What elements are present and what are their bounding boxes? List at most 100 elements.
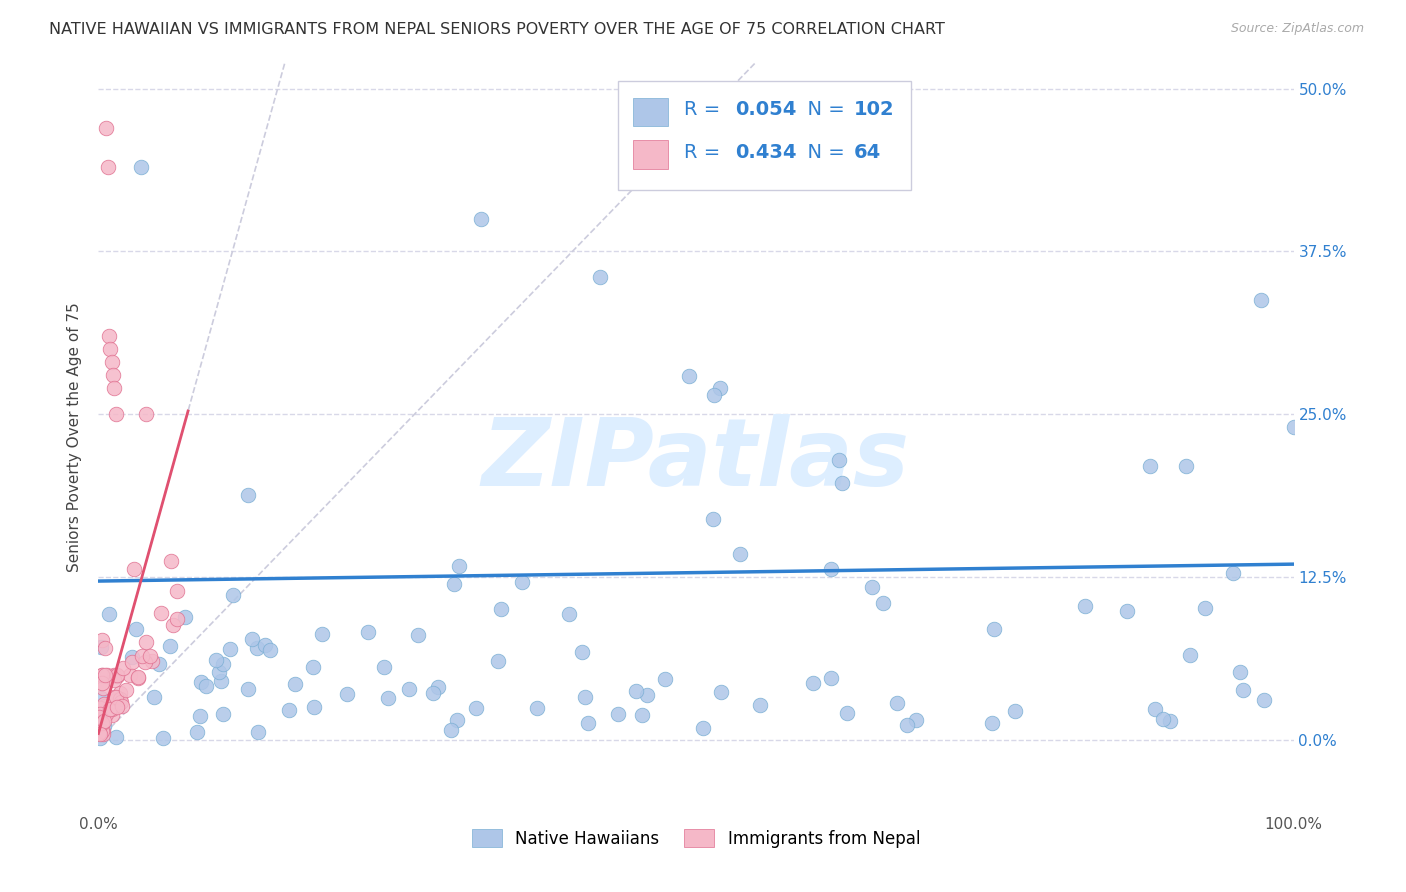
Point bbox=[141, 654, 163, 668]
Point bbox=[980, 715, 1002, 730]
Point bbox=[278, 703, 301, 717]
Point bbox=[486, 654, 509, 668]
Point bbox=[121, 649, 143, 664]
Point bbox=[678, 368, 700, 383]
Point bbox=[373, 660, 395, 674]
Point bbox=[91, 716, 114, 731]
Point bbox=[90, 723, 112, 738]
Point bbox=[709, 381, 731, 395]
Point bbox=[101, 708, 124, 723]
Point bbox=[710, 685, 733, 699]
Point bbox=[162, 618, 184, 632]
Text: N =: N = bbox=[796, 143, 851, 161]
Point bbox=[115, 683, 138, 698]
Point bbox=[576, 716, 599, 731]
Point bbox=[422, 686, 444, 700]
Point bbox=[526, 701, 548, 715]
Point bbox=[135, 635, 157, 649]
Point bbox=[89, 700, 111, 714]
Point bbox=[94, 668, 117, 682]
Point bbox=[89, 707, 111, 722]
Point bbox=[190, 675, 212, 690]
Point bbox=[236, 488, 259, 502]
Text: 102: 102 bbox=[853, 100, 894, 120]
Point bbox=[101, 702, 124, 716]
Point bbox=[159, 553, 181, 567]
Point bbox=[631, 708, 654, 723]
Point bbox=[212, 657, 235, 671]
Point bbox=[284, 677, 307, 691]
Point bbox=[512, 574, 534, 589]
Point bbox=[464, 700, 486, 714]
Point bbox=[87, 725, 110, 739]
Point bbox=[1232, 683, 1254, 698]
Point bbox=[127, 671, 149, 685]
Point bbox=[93, 714, 115, 728]
Point bbox=[1152, 712, 1174, 726]
Point bbox=[105, 668, 128, 682]
FancyBboxPatch shape bbox=[633, 140, 668, 169]
Point bbox=[98, 607, 121, 622]
Point bbox=[91, 724, 114, 739]
Point bbox=[98, 702, 121, 716]
Point bbox=[253, 638, 276, 652]
Point bbox=[489, 602, 512, 616]
Point bbox=[96, 668, 118, 682]
Text: ZIPatlas: ZIPatlas bbox=[482, 414, 910, 506]
Point bbox=[820, 562, 842, 576]
Point bbox=[831, 476, 853, 491]
Point bbox=[142, 690, 165, 705]
Point bbox=[357, 625, 380, 640]
Point bbox=[103, 694, 125, 708]
Point bbox=[654, 672, 676, 686]
Text: N =: N = bbox=[796, 100, 851, 120]
Point bbox=[103, 673, 125, 688]
Point bbox=[311, 627, 333, 641]
Point bbox=[105, 700, 128, 714]
Point bbox=[135, 407, 157, 421]
Point bbox=[692, 721, 714, 735]
Point bbox=[91, 727, 114, 741]
Point bbox=[242, 632, 264, 646]
Point bbox=[440, 723, 463, 737]
Point bbox=[134, 655, 156, 669]
Point bbox=[1115, 604, 1137, 618]
Point bbox=[1178, 648, 1201, 662]
Point bbox=[835, 706, 858, 720]
Point bbox=[195, 679, 218, 693]
Text: R =: R = bbox=[685, 100, 727, 120]
Point bbox=[574, 690, 596, 705]
Point bbox=[103, 381, 125, 395]
Legend: Native Hawaiians, Immigrants from Nepal: Native Hawaiians, Immigrants from Nepal bbox=[464, 821, 928, 855]
Point bbox=[406, 628, 429, 642]
Point bbox=[449, 558, 471, 573]
Point bbox=[208, 665, 231, 680]
Point bbox=[1074, 599, 1097, 613]
Point bbox=[139, 649, 162, 664]
Point bbox=[1004, 704, 1026, 718]
Text: Source: ZipAtlas.com: Source: ZipAtlas.com bbox=[1230, 22, 1364, 36]
Text: 64: 64 bbox=[853, 143, 882, 161]
FancyBboxPatch shape bbox=[619, 81, 911, 190]
Point bbox=[860, 580, 883, 594]
Point bbox=[131, 649, 153, 664]
Point bbox=[1253, 692, 1275, 706]
Y-axis label: Seniors Poverty Over the Age of 75: Seniors Poverty Over the Age of 75 bbox=[67, 302, 83, 572]
Point bbox=[749, 698, 772, 712]
Point bbox=[90, 633, 112, 648]
Point bbox=[110, 695, 132, 709]
Point bbox=[246, 640, 269, 655]
Point bbox=[94, 698, 117, 713]
Point bbox=[336, 687, 359, 701]
Point bbox=[108, 686, 131, 700]
Point bbox=[91, 681, 114, 695]
Point bbox=[636, 688, 658, 702]
Point bbox=[247, 725, 270, 739]
Point bbox=[702, 512, 724, 526]
Point bbox=[131, 160, 153, 174]
Point bbox=[93, 641, 115, 656]
Point bbox=[222, 588, 245, 602]
Point bbox=[872, 596, 894, 610]
Point bbox=[121, 655, 143, 669]
Point bbox=[219, 641, 242, 656]
